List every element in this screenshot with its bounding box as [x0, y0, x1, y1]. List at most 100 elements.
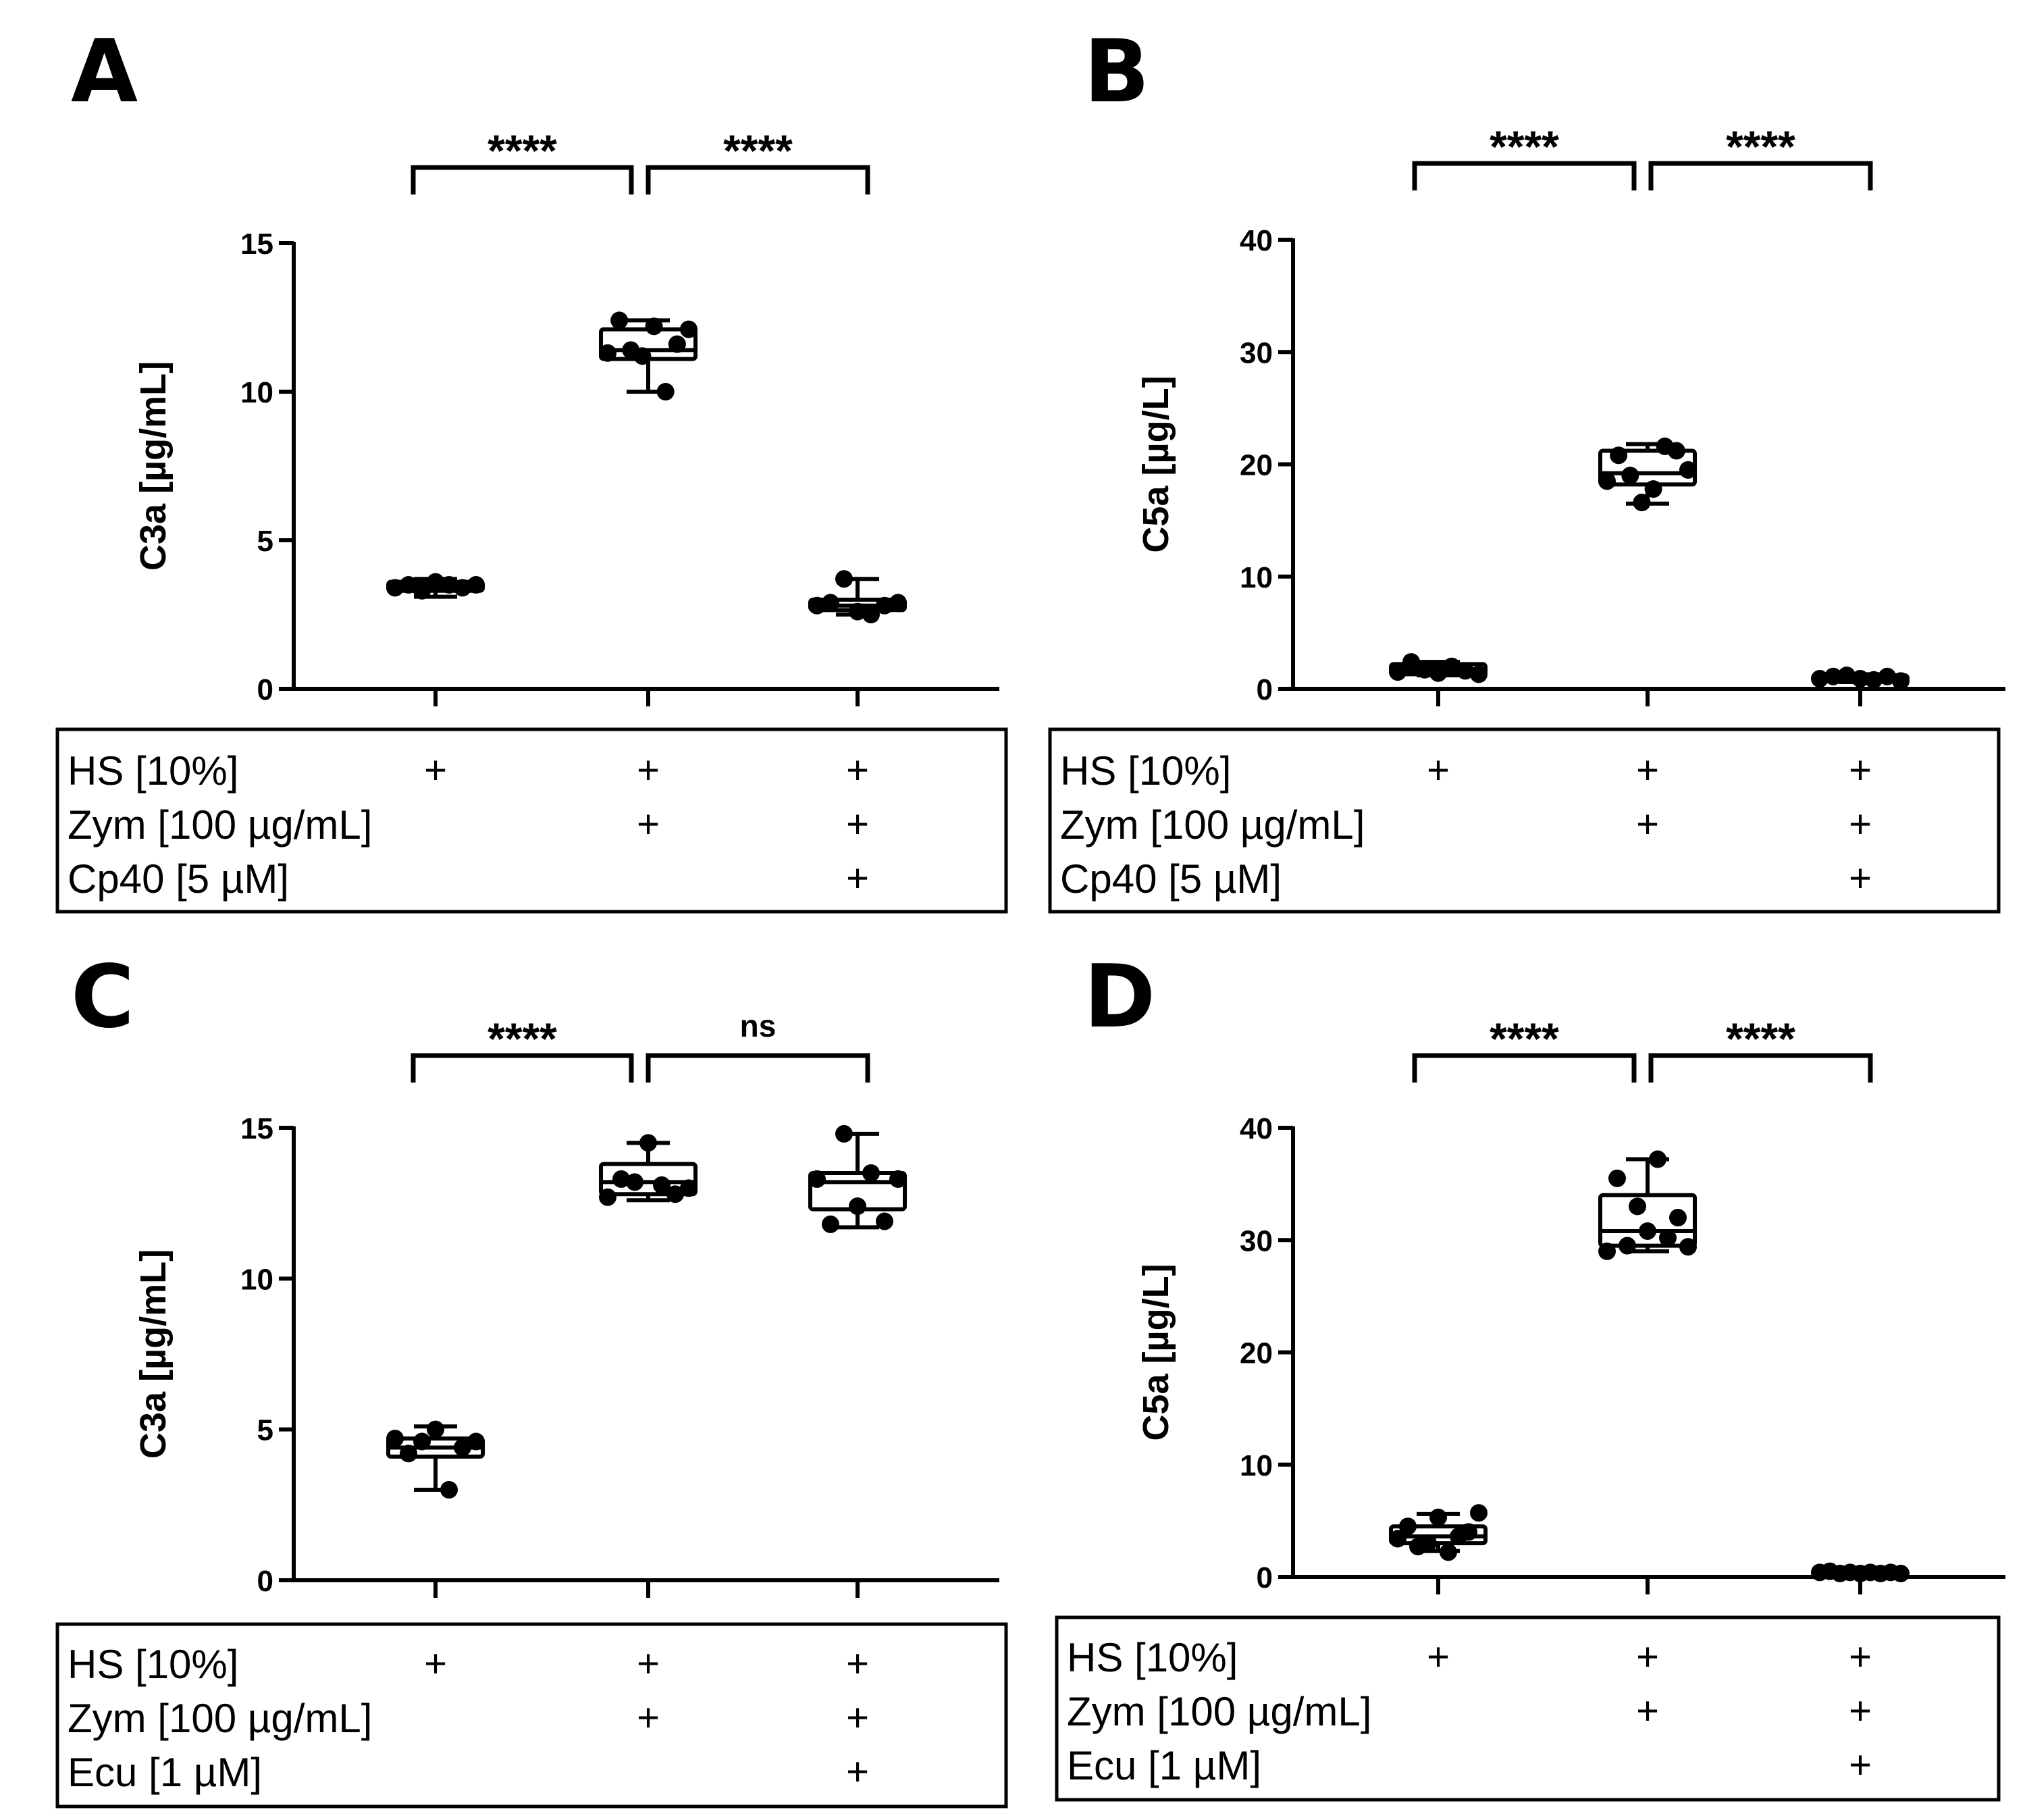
y-tick-label: 5	[257, 1414, 273, 1447]
condition-mark: +	[637, 1642, 660, 1686]
significance-label: ****	[488, 1014, 557, 1064]
box-group-3	[808, 1124, 907, 1233]
significance-bracket	[411, 1053, 634, 1083]
y-tick-label: 0	[257, 1565, 273, 1598]
panel-letter: B	[1084, 22, 1150, 122]
box-group-1	[1389, 1504, 1488, 1561]
condition-mark: +	[424, 748, 447, 792]
data-point	[808, 1170, 826, 1188]
data-point	[1470, 665, 1488, 683]
data-point	[610, 311, 629, 330]
condition-table	[55, 727, 1008, 914]
data-point	[1644, 480, 1662, 498]
data-point	[386, 579, 404, 597]
data-point	[454, 579, 471, 597]
condition-row-label: Ecu [1 µM]	[1067, 1743, 1261, 1788]
y-tick-label: 10	[1240, 561, 1273, 594]
data-point	[1399, 1517, 1417, 1536]
condition-mark: +	[1636, 802, 1659, 846]
data-point	[1649, 1150, 1666, 1168]
condition-mark: +	[1849, 802, 1872, 846]
data-point	[1610, 446, 1628, 465]
condition-mark: +	[1849, 856, 1872, 900]
data-point	[1389, 1530, 1406, 1548]
condition-row-label: HS [10%]	[68, 748, 238, 794]
data-point	[1824, 667, 1842, 685]
data-point	[1669, 1209, 1687, 1226]
box-group-2	[599, 311, 698, 400]
significance-bracket	[1412, 1053, 1637, 1083]
data-point	[808, 596, 826, 615]
panel-d: D 0 10 20 30 40 C5a [µg/L] **** **** HS [10%] + + + Z…	[1055, 947, 2005, 1802]
data-point	[889, 1170, 907, 1188]
condition-mark: +	[1849, 748, 1872, 792]
significance-bracket	[646, 165, 870, 194]
condition-mark: +	[1636, 1689, 1659, 1733]
condition-row-label: Cp40 [5 µM]	[1060, 856, 1282, 902]
data-point	[454, 1438, 471, 1457]
data-point	[599, 344, 616, 362]
condition-mark: +	[1849, 1743, 1872, 1787]
data-point	[427, 1420, 444, 1438]
significance-bracket	[1648, 161, 1873, 190]
y-tick-label: 0	[1257, 673, 1273, 706]
data-point	[1460, 1523, 1477, 1541]
data-point	[440, 576, 458, 594]
data-point	[1429, 1508, 1447, 1526]
y-tick-label: 30	[1240, 336, 1273, 369]
data-point	[1419, 1534, 1437, 1553]
data-point	[822, 1215, 839, 1233]
condition-table	[1055, 1615, 2001, 1802]
data-point	[653, 1176, 670, 1194]
condition-row-label: HS [10%]	[1067, 1635, 1238, 1680]
data-point	[413, 1432, 431, 1451]
data-point	[889, 594, 907, 612]
data-point	[1402, 653, 1420, 671]
panel-b: B 0 10 20 30 40 C5a [µg/L] **** **** HS [10%] + + + Z…	[1048, 22, 2005, 914]
data-point	[835, 570, 853, 588]
condition-row-label: HS [10%]	[1060, 748, 1231, 794]
panel-a: A 0 5 10 15 C3a [µg/mL] **** **** HS [10%] + + + Zym…	[55, 22, 1008, 914]
y-tick-label: 40	[1240, 1112, 1273, 1145]
significance-bracket	[1648, 1053, 1873, 1083]
data-point	[400, 1445, 417, 1463]
data-point	[1598, 1242, 1616, 1260]
data-point	[862, 1164, 880, 1182]
condition-mark: +	[846, 1750, 869, 1794]
data-point	[467, 1432, 485, 1451]
y-axis-label: C5a [µg/L]	[1136, 1264, 1176, 1440]
condition-row-label: Zym [100 µg/mL]	[1060, 802, 1365, 848]
condition-row-label: Zym [100 µg/mL]	[68, 1696, 372, 1741]
data-point	[467, 576, 485, 594]
box-group-2	[1598, 1150, 1697, 1260]
data-point	[1878, 667, 1896, 685]
box-group-1	[1389, 653, 1488, 683]
condition-table	[55, 1622, 1008, 1809]
condition-mark: +	[846, 856, 869, 900]
condition-mark: +	[1427, 748, 1450, 792]
significance-label: ns	[740, 1008, 777, 1043]
condition-mark: +	[637, 1696, 660, 1740]
data-point	[1865, 671, 1883, 689]
data-point	[400, 576, 417, 594]
data-point	[1679, 461, 1697, 479]
data-point	[645, 317, 663, 336]
data-point	[1892, 672, 1910, 690]
y-axis-label: C3a [µg/mL]	[133, 1249, 174, 1459]
significance-label: ****	[1726, 1014, 1795, 1064]
y-tick-label: 10	[1240, 1449, 1273, 1482]
condition-mark: +	[424, 1642, 447, 1686]
data-point	[633, 347, 652, 365]
y-tick-label: 10	[240, 376, 273, 409]
data-point	[668, 335, 686, 353]
data-point	[1429, 664, 1447, 682]
condition-mark: +	[846, 748, 869, 792]
y-axis-label: C3a [µg/mL]	[133, 361, 174, 571]
significance-label: ****	[488, 126, 557, 176]
y-tick-label: 0	[257, 673, 273, 706]
y-tick-label: 0	[1257, 1561, 1273, 1594]
condition-mark: +	[846, 802, 869, 846]
data-point	[1679, 1238, 1697, 1256]
condition-table	[1048, 727, 2001, 914]
data-point	[1440, 1543, 1457, 1561]
